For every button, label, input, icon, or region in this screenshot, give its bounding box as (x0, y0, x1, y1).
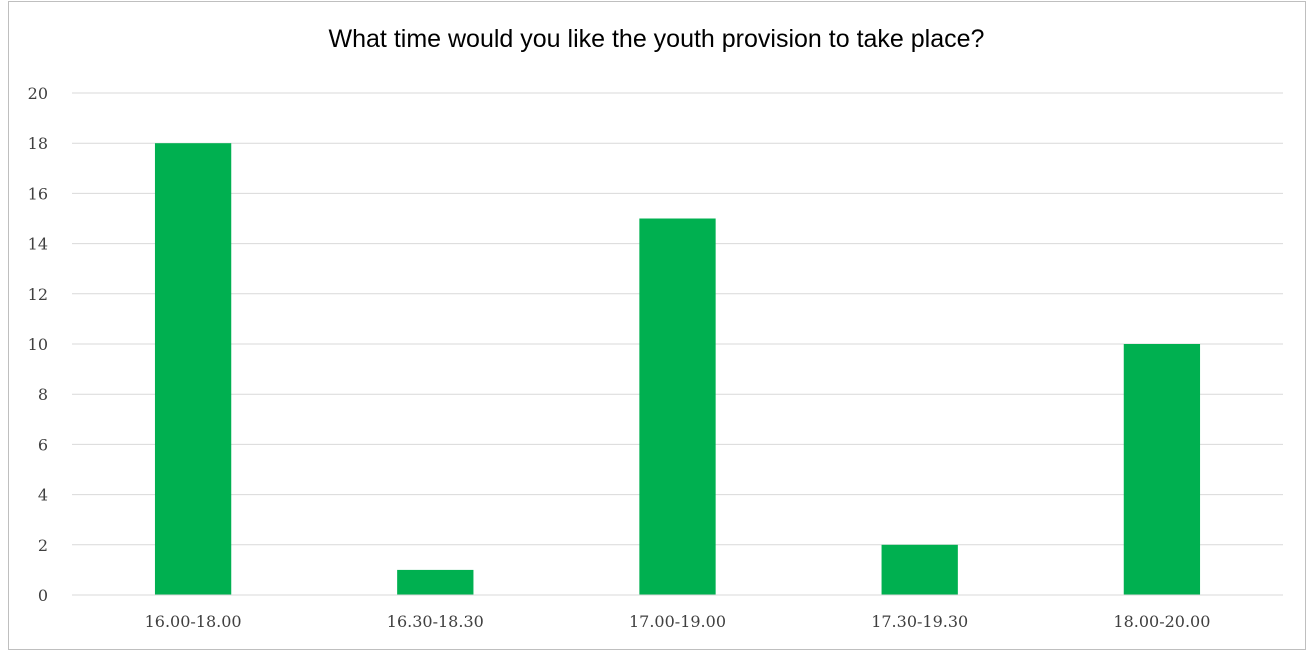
y-tick-label: 2 (38, 536, 48, 555)
x-tick-label: 18.00-20.00 (1113, 612, 1210, 631)
y-tick-label: 6 (38, 435, 48, 454)
x-tick-label: 16.00-18.00 (145, 612, 242, 631)
bar-17.30-19.30 (881, 544, 958, 595)
x-tick-label: 16.30-18.30 (387, 612, 484, 631)
bar-16.30-18.30 (397, 569, 474, 595)
bar-17.00-19.00 (639, 218, 716, 595)
y-tick-label: 8 (38, 385, 48, 404)
chart-title: What time would you like the youth provi… (328, 25, 985, 53)
y-tick-label: 20 (28, 84, 48, 103)
x-axis-tick-labels: 16.00-18.00 16.30-18.30 17.00-19.00 17.30-1… (145, 612, 1211, 631)
x-tick-label: 17.30-19.30 (871, 612, 968, 631)
bars (154, 143, 1201, 595)
y-tick-label: 18 (28, 134, 48, 153)
y-tick-label: 0 (38, 586, 48, 605)
y-tick-label: 10 (28, 335, 48, 354)
x-tick-label: 17.00-19.00 (629, 612, 726, 631)
bar-16.00-18.00 (154, 143, 232, 595)
bar-18.00-20.00 (1123, 344, 1201, 595)
y-tick-label: 4 (38, 486, 48, 505)
y-tick-label: 12 (28, 285, 48, 304)
y-tick-label: 16 (28, 184, 48, 203)
y-axis-tick-labels: 0 2 4 6 8 10 12 14 16 18 20 (28, 84, 48, 605)
y-tick-label: 14 (28, 235, 48, 254)
